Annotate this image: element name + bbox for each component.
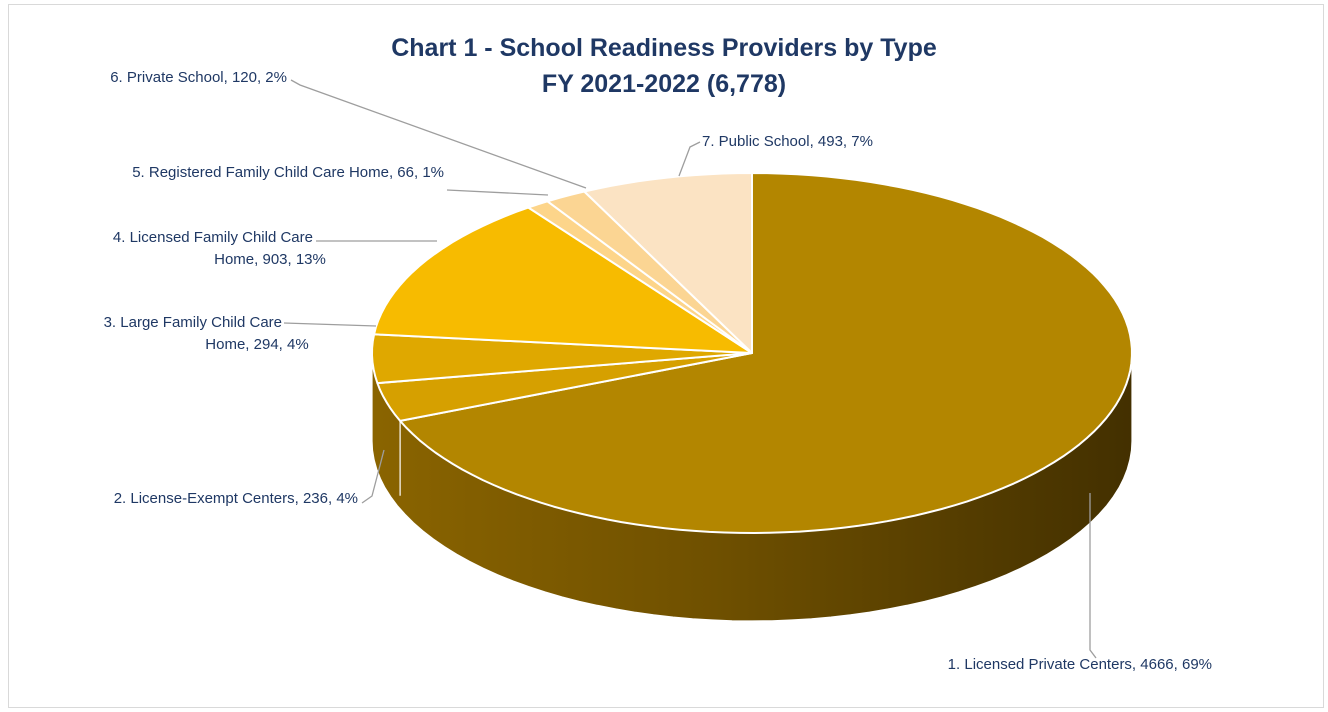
pie-slice-3 [371, 333, 753, 385]
slice-label-6: 6. Private School, 120, 2% [110, 69, 287, 86]
pie-slice-2 [376, 352, 753, 422]
pie-top-slices [371, 172, 1133, 534]
slice-label-4: 4. Licensed Family Child Care [113, 229, 313, 246]
slice-label-7: 7. Public School, 493, 7% [702, 133, 873, 150]
slice-label-2: 2. License-Exempt Centers, 236, 4% [114, 490, 358, 507]
slice-label-3-line2: Home, 294, 4% [205, 336, 308, 353]
leader-line-6 [290, 79, 587, 189]
leader-line-5 [446, 189, 549, 196]
pie-slice-4 [373, 206, 753, 354]
chart-title: Chart 1 - School Readiness Providers by … [391, 34, 937, 62]
leader-line-7 [678, 141, 701, 177]
label-leader-lines [283, 79, 1097, 659]
slice-labels: 1. Licensed Private Centers, 4666, 69% 2.… [104, 69, 1212, 673]
slice-label-4-line2: Home, 903, 13% [214, 251, 326, 268]
slice-label-1: 1. Licensed Private Centers, 4666, 69% [948, 656, 1212, 673]
pie-slice-6 [546, 190, 753, 354]
pie-slice-5 [527, 200, 753, 354]
leader-line-1 [1089, 493, 1097, 659]
leader-line-3 [283, 322, 377, 327]
slice-label-5: 5. Registered Family Child Care Home, 66… [132, 164, 444, 181]
pie-slice-7 [583, 172, 753, 354]
pie-slice-1 [399, 172, 1133, 534]
slice-label-3: 3. Large Family Child Care [104, 314, 282, 331]
leader-line-2 [361, 449, 385, 504]
chart-subtitle: FY 2021-2022 (6,778) [541, 70, 787, 98]
